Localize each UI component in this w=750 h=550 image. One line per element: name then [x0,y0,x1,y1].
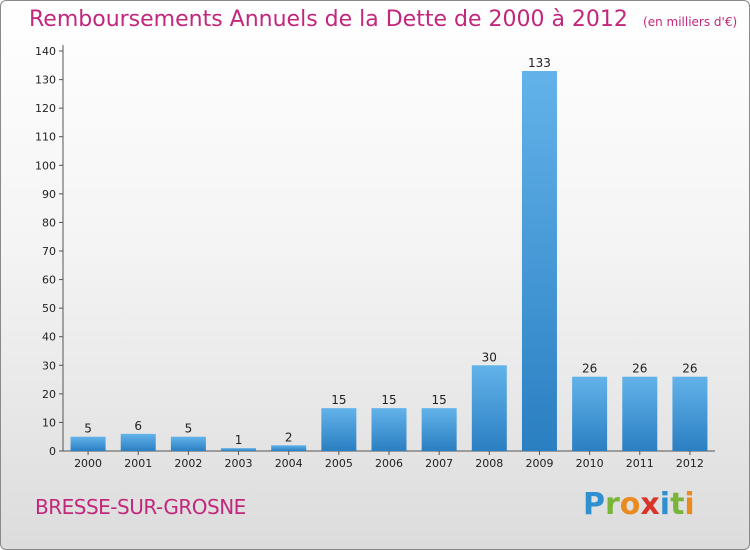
bar-value-label: 26 [632,362,647,376]
x-tick-label: 2005 [325,457,353,470]
bar [120,433,156,451]
logo-letter: t [670,487,685,522]
x-tick-label: 2007 [425,457,453,470]
y-tick-label: 80 [42,216,56,229]
y-tick-label: 130 [35,74,56,87]
y-tick-label: 110 [35,131,56,144]
y-tick-label: 50 [42,302,56,315]
x-tick-label: 2010 [576,457,604,470]
bar [622,376,658,451]
bar-value-label: 5 [185,422,193,436]
x-tick-label: 2011 [626,457,654,470]
chart-title: Remboursements Annuels de la Dette de 20… [29,7,628,32]
bar [521,71,557,451]
bar-value-label: 133 [528,56,551,70]
y-tick-label: 90 [42,188,56,201]
logo-letter: i [684,487,695,522]
bar [672,376,708,451]
x-tick-label: 2008 [475,457,503,470]
y-tick-label: 100 [35,159,56,172]
y-tick-label: 30 [42,359,56,372]
chart-subtitle: (en milliers d'€) [643,15,738,29]
bar [70,436,106,451]
bar-value-label: 6 [134,419,142,433]
y-tick-label: 120 [35,102,56,115]
logo-letter: P [583,487,605,522]
x-tick-label: 2012 [676,457,704,470]
x-tick-label: 2001 [124,457,152,470]
commune-name: BRESSE-SUR-GROSNE [35,495,246,519]
bar [221,448,257,451]
x-tick-label: 2002 [174,457,202,470]
title-row: Remboursements Annuels de la Dette de 20… [29,7,737,32]
bar-value-label: 26 [682,362,697,376]
logo-letter: i [659,487,671,522]
bar-value-label: 26 [582,362,597,376]
x-tick-label: 2006 [375,457,403,470]
bar [471,365,507,451]
bar [421,408,457,451]
proxiti-logo: Proxiti [583,487,695,522]
bar [572,376,608,451]
logo-letter: o [619,487,641,522]
bar-value-label: 15 [331,393,346,407]
y-tick-label: 0 [49,445,56,458]
x-tick-label: 2000 [74,457,102,470]
x-tick-label: 2004 [275,457,303,470]
bar-value-label: 2 [285,430,293,444]
bar [321,408,357,451]
x-tick-label: 2009 [525,457,553,470]
y-tick-label: 60 [42,274,56,287]
y-tick-label: 20 [42,388,56,401]
bar-value-label: 5 [84,422,92,436]
bar-value-label: 15 [432,393,447,407]
x-tick-label: 2003 [225,457,253,470]
logo-letter: x [640,487,660,522]
y-tick-label: 40 [42,331,56,344]
bar-value-label: 15 [381,393,396,407]
bar [271,445,307,451]
bar [371,408,407,451]
y-tick-label: 10 [42,416,56,429]
bar-value-label: 30 [482,350,497,364]
logo-letter: r [605,487,620,522]
bar [170,436,206,451]
bar-value-label: 1 [235,433,243,447]
y-tick-label: 70 [42,245,56,258]
y-tick-label: 140 [35,45,56,58]
